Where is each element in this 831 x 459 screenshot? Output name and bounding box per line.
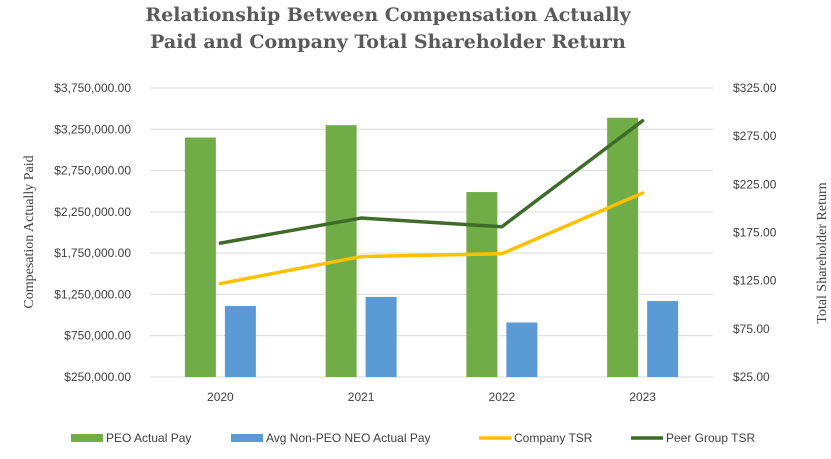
left-tick-label: $1,250,000.00: [54, 287, 131, 301]
chart-title-line-1: Relationship Between Compensation Actual…: [145, 4, 631, 26]
legend-label: Avg Non-PEO NEO Actual Pay: [266, 431, 431, 445]
left-tick-label: $2,750,000.00: [54, 164, 131, 178]
left-tick-label: $750,000.00: [64, 329, 131, 343]
tick-labels: $250,000.00 $750,000.00 $1,250,000.00 $1,75…: [54, 81, 776, 404]
left-tick-label: $250,000.00: [64, 370, 131, 384]
left-tick-label: $3,750,000.00: [54, 81, 131, 95]
bar: [506, 322, 538, 377]
legend-label: PEO Actual Pay: [106, 431, 191, 445]
bar: [224, 305, 256, 377]
right-axis-label: Total Shareholder Return: [815, 182, 830, 323]
bars: [184, 117, 679, 378]
legend-swatch: [71, 434, 103, 442]
right-tick-label: $75.00: [733, 322, 770, 336]
left-tick-label: $3,250,000.00: [54, 122, 131, 136]
left-axis-label: Compesation Actually Paid: [22, 155, 37, 308]
bar: [607, 117, 639, 378]
legend: PEO Actual Pay Avg Non-PEO NEO Actual Pay…: [71, 431, 755, 445]
bar: [466, 192, 498, 377]
x-tick-label: 2023: [629, 390, 656, 404]
bar: [365, 296, 397, 377]
legend-label: Peer Group TSR: [666, 431, 755, 445]
lines: [218, 119, 645, 286]
right-tick-label: $125.00: [733, 274, 777, 288]
right-tick-label: $225.00: [733, 177, 777, 191]
chart-title-line-2: Paid and Company Total Shareholder Retur…: [150, 31, 626, 53]
left-tick-label: $2,250,000.00: [54, 205, 131, 219]
legend-swatch: [231, 434, 263, 442]
series-line: [218, 191, 645, 286]
right-tick-label: $25.00: [733, 370, 770, 384]
x-tick-label: 2022: [489, 390, 516, 404]
x-tick-label: 2020: [207, 390, 234, 404]
x-tick-label: 2021: [348, 390, 375, 404]
legend-label: Company TSR: [514, 431, 593, 445]
right-tick-label: $325.00: [733, 81, 777, 95]
bar: [325, 125, 357, 378]
right-tick-label: $175.00: [733, 226, 777, 240]
bar: [647, 301, 679, 377]
series-line: [218, 119, 645, 245]
left-tick-label: $1,750,000.00: [54, 246, 131, 260]
right-tick-label: $275.00: [733, 129, 777, 143]
bar: [184, 137, 216, 377]
